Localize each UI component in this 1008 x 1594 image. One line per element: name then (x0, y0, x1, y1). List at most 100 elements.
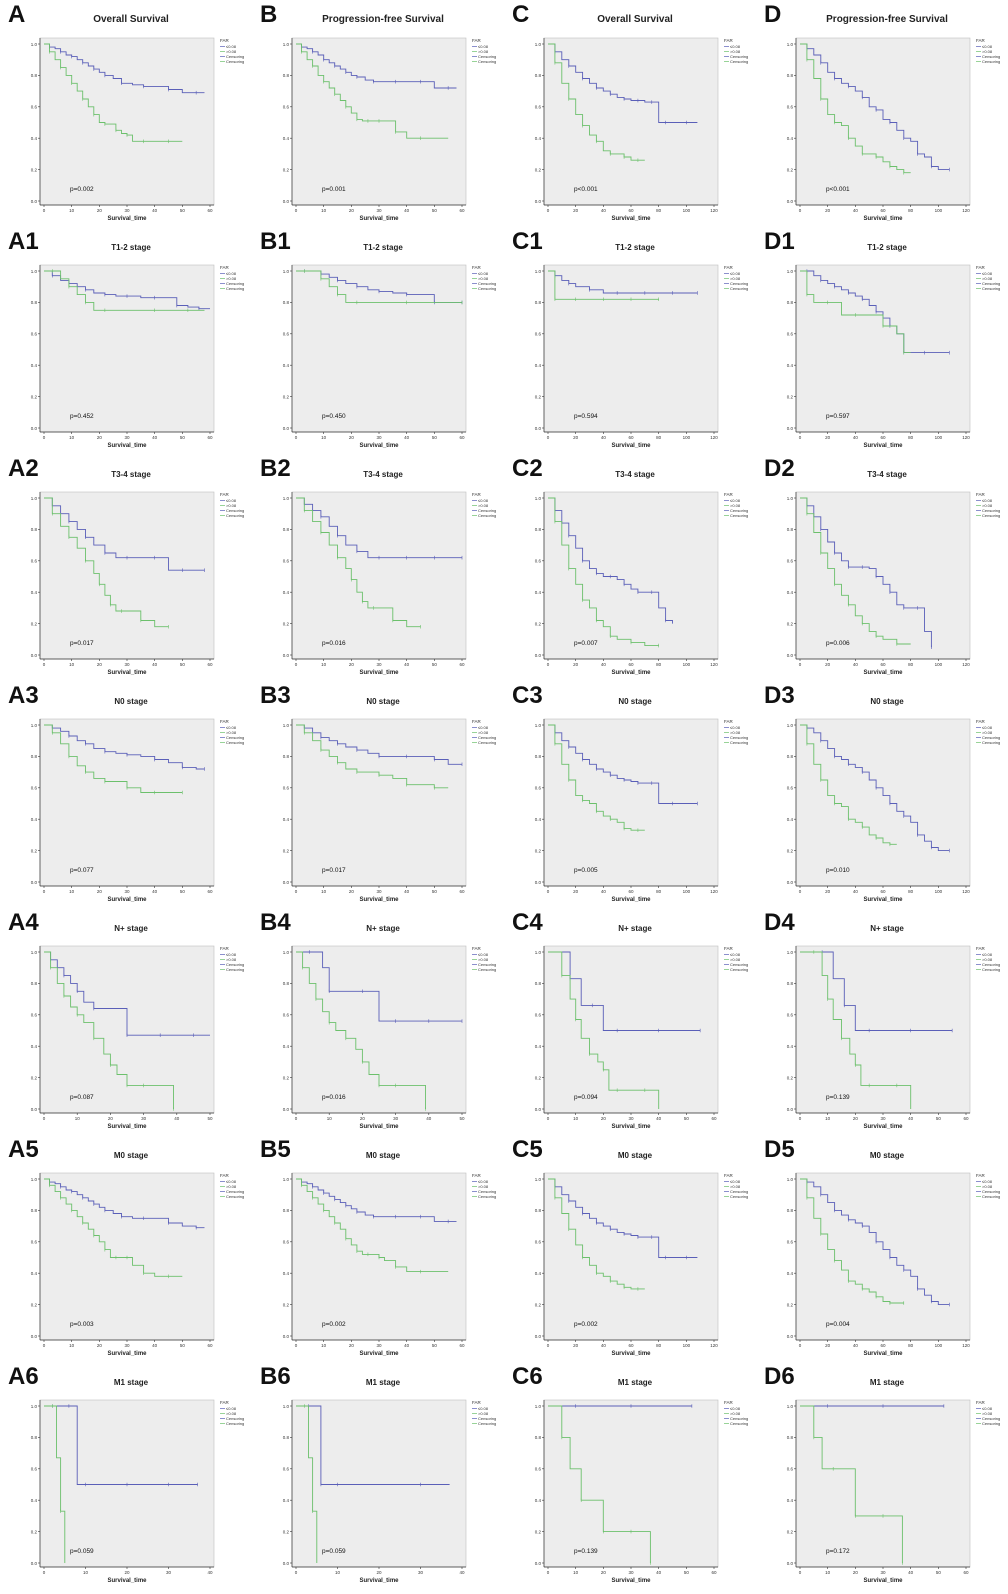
plot-area (795, 718, 971, 887)
x-tick-label: 30 (376, 889, 382, 894)
x-axis-label: Survival_time (359, 1351, 399, 1357)
x-tick-label: 40 (601, 889, 607, 894)
legend-entry: ≤0.08 (982, 952, 993, 957)
km-curve-high (296, 951, 426, 1109)
km-curve-high (296, 43, 449, 139)
km-curve-low (44, 951, 210, 1036)
x-tick-label: 30 (124, 208, 130, 213)
y-tick-label: 0.6 (31, 1013, 38, 1018)
x-tick-label: 120 (962, 435, 970, 440)
y-tick-label: 0.8 (535, 981, 542, 986)
x-tick-label: 40 (853, 662, 859, 667)
x-tick-label: 0 (43, 208, 46, 213)
legend-title: FAR (220, 719, 230, 724)
legend-entry: >0.08 (982, 730, 993, 735)
legend-entry: Censoring (226, 1194, 244, 1199)
legend-entry: >0.08 (730, 503, 741, 508)
legend-entry: Censoring (982, 1421, 1000, 1426)
x-tick-label: 30 (124, 1343, 130, 1348)
p-value: p=0.017 (70, 640, 94, 647)
y-tick-label: 0.0 (283, 1107, 290, 1112)
p-value: p=0.077 (70, 867, 94, 874)
y-tick-label: 0.8 (283, 300, 290, 305)
legend-entry: Censoring (982, 1194, 1000, 1199)
legend-title: FAR (472, 1173, 482, 1178)
km-panel-a2: 0.0 0.2 0.4 0.6 0.8 1.0 0 10 20 30 40 50 60 Survival_… (0, 454, 252, 681)
legend-entry: >0.08 (982, 957, 993, 962)
y-tick-label: 0.8 (787, 527, 794, 532)
legend-entry: Censoring (730, 1194, 748, 1199)
y-tick-label: 1.0 (31, 42, 38, 47)
legend-entry: Censoring (730, 513, 748, 518)
x-axis-label: Survival_time (359, 670, 399, 676)
legend-entry: >0.08 (226, 1411, 237, 1416)
x-tick-label: 80 (908, 889, 914, 894)
x-tick-label: 30 (124, 889, 130, 894)
legend-entry: Censoring (478, 962, 496, 967)
y-tick-label: 1.0 (283, 1177, 290, 1182)
km-plot-svg: 0.0 0.2 0.4 0.6 0.8 1.0 0 10 20 30 40 50 60 Survival_… (283, 264, 496, 449)
y-tick-label: 0.4 (31, 817, 38, 822)
y-tick-label: 0.6 (535, 1467, 542, 1472)
km-curve-low (800, 724, 950, 852)
km-plot-svg: 0.0 0.2 0.4 0.6 0.8 1.0 0 10 20 30 40 50 60 Survival_… (787, 945, 1000, 1130)
km-plot-svg: 0.0 0.2 0.4 0.6 0.8 1.0 0 20 40 60 80 100 120 Surviva… (787, 37, 1000, 222)
plot-area (543, 1399, 719, 1568)
x-tick-label: 60 (628, 1343, 634, 1348)
legend-entry: Censoring (226, 513, 244, 518)
km-plot-svg: 0.0 0.2 0.4 0.6 0.8 1.0 0 20 40 60 80 100 120 Surviva… (787, 1172, 1000, 1357)
y-tick-label: 1.0 (787, 496, 794, 501)
km-curve-low (548, 1178, 698, 1258)
legend-entry: Censoring (982, 54, 1000, 59)
x-tick-label: 10 (573, 1116, 579, 1121)
x-tick-label: 60 (880, 435, 886, 440)
x-tick-label: 10 (321, 889, 327, 894)
legend-entry: Censoring (478, 1189, 496, 1194)
x-tick-label: 120 (710, 435, 718, 440)
km-panel-c6: 0.0 0.2 0.4 0.6 0.8 1.0 0 10 20 30 40 50 60 Survival_… (504, 1362, 756, 1589)
legend-title: FAR (220, 1173, 230, 1178)
legend-entry: ≤0.08 (730, 1406, 741, 1411)
legend-title: FAR (724, 946, 734, 951)
panel-title: M0 stage (617, 1151, 653, 1160)
panel-label: A5 (8, 1136, 39, 1163)
plot-area (795, 491, 971, 660)
y-tick-label: 1.0 (31, 1404, 38, 1409)
panel-title: N+ stage (618, 924, 652, 933)
x-tick-label: 50 (180, 435, 186, 440)
y-tick-label: 0.4 (31, 1271, 38, 1276)
x-axis-label: Survival_time (359, 1124, 399, 1130)
legend-entry: Censoring (730, 508, 748, 513)
legend-entry: Censoring (226, 740, 244, 745)
y-tick-label: 0.8 (31, 981, 38, 986)
km-curve-low (800, 497, 932, 648)
legend-entry: >0.08 (226, 503, 237, 508)
x-tick-label: 60 (628, 889, 634, 894)
x-tick-label: 20 (97, 1343, 103, 1348)
y-tick-label: 0.0 (283, 199, 290, 204)
x-tick-label: 0 (547, 1343, 550, 1348)
panel-label: C1 (512, 228, 543, 255)
y-tick-label: 0.8 (535, 1208, 542, 1213)
y-tick-label: 0.6 (787, 1013, 794, 1018)
panel-label: C2 (512, 455, 543, 482)
panel-label: A6 (8, 1363, 39, 1390)
x-tick-label: 60 (207, 662, 213, 667)
legend-entry: Censoring (226, 735, 244, 740)
x-tick-label: 100 (683, 662, 691, 667)
x-tick-label: 120 (710, 662, 718, 667)
y-tick-label: 0.4 (31, 1498, 38, 1503)
panel-label: B3 (260, 682, 291, 709)
p-value: p=0.594 (574, 413, 598, 420)
y-tick-label: 0.0 (535, 653, 542, 658)
legend-entry: Censoring (478, 1194, 496, 1199)
x-axis-label: Survival_time (107, 1124, 147, 1130)
legend-entry: >0.08 (226, 276, 237, 281)
legend-entry: Censoring (478, 967, 496, 972)
p-value: p=0.002 (322, 1321, 346, 1328)
legend-entry: Censoring (982, 286, 1000, 291)
x-tick-label: 60 (207, 889, 213, 894)
x-tick-label: 20 (853, 1116, 859, 1121)
panel-label: C3 (512, 682, 543, 709)
x-tick-label: 60 (880, 662, 886, 667)
